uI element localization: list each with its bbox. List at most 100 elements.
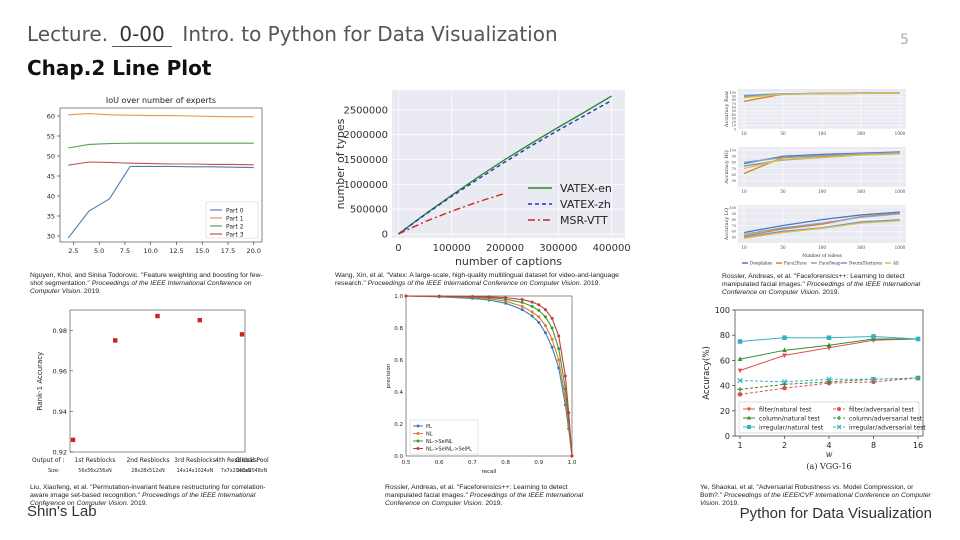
ff-xlabel: Number of videos [802,254,842,259]
vgg-point [915,336,921,342]
pr-point [520,308,524,312]
iou-ytick-label: 50 [47,153,55,161]
vatex-series-1 [397,99,613,235]
pr-point [504,296,508,300]
figure-vgg16: 0 20 40 60 80 100 1 2 4 8 16 w (a) VGG-16 Accuracy(%)… [695,302,935,474]
vatex-ytick-label: 2500000 [343,105,388,116]
rank-point [239,332,245,337]
pr-point [520,300,524,304]
ff_raw-series-4 [743,92,901,99]
caption-2-year: . 2019. [579,280,601,288]
figure-vatex: 0 500000 1000000 1500000 2000000 2500000 0 1000… [330,88,630,268]
iou-xtick-label: 17.5 [221,247,235,255]
pr-xtick-label: 0.7 [468,460,477,466]
ff_raw-ytick-label: 100 [730,91,736,95]
vgg-point [737,368,743,374]
pr-point [537,320,541,324]
caption-4-year: . 2019. [126,500,148,508]
caption-3: Rossler, Andreas, et al. "Faceforensics+… [722,273,922,298]
pr-legend-label: NL->SelNL->SelPL [426,446,472,452]
ff_hq-ylabel: Accuracy HQ [724,150,730,184]
pr-point [550,345,554,349]
ff_raw-ytick-label: 20 [732,120,736,124]
vgg-legend-label: irregular/adversarial test [849,424,926,431]
rank-size-label: Size: [48,468,60,474]
pr-ytick-label: 0.0 [394,454,403,460]
pr-xlabel: recall [482,469,497,475]
vgg-point [871,334,876,339]
caption-1-text: Nguyen, Khoi, and Sinisa Todorovic. "Fea… [30,272,263,288]
ff_raw-ytick-label: 30 [732,116,736,120]
iou-legend-label: Part 2 [226,223,244,230]
iou-legend-label: Part 1 [226,215,244,222]
lecture-number: 0-00 [112,22,173,47]
iou-ytick-label: 40 [47,193,55,201]
vatex-legend-label: VATEX-zh [560,198,611,211]
vgg-ytick-label: 40 [720,382,730,391]
caption-1-venue: Proceedings of the IEEE International Co… [30,280,252,296]
vgg-ytick-label: 0 [725,432,730,441]
vatex-xtick-label: 0 [395,243,401,254]
vgg-xlabel: w [826,450,833,459]
pr-point [537,308,541,312]
rank-category-label: 3rd Resblocks [174,457,216,464]
pr-xtick-label: 0.6 [435,460,444,466]
precision-recall-chart: 0.5 0.6 0.7 0.8 0.9 1.0 0.0 0.2 0.4 0.6 0.8 1.0 reca… [386,294,577,475]
pr-point [437,294,441,298]
vgg-legend-box [738,401,920,434]
rank1-chart: 0.92 0.94 0.96 0.98 Rank-1 Accuracy Output of… [32,309,269,474]
pr-point [563,374,567,378]
vgg-xtick-label: 4 [826,441,831,450]
iou-xtick-label: 7.5 [120,247,130,255]
caption-2: Wang, Xin, et al. "Vatex: A large-scale,… [335,272,625,288]
caption-2-venue: Proceedings of the IEEE International Co… [367,280,580,288]
figure-rank1: 0.92 0.94 0.96 0.98 Rank-1 Accuracy Output of… [30,306,280,478]
pr-point [567,411,571,415]
ff_lq-xtick-label: 1000 [895,245,906,250]
ff_lq-xtick-label: 10 [741,245,747,250]
ff_lq-ytick-label: 80 [732,218,736,222]
ff-legend-label: All [892,261,899,266]
caption-6: Ye, Shaokai, et al. "Adversarial Robustn… [700,484,935,509]
pr-point [550,337,554,341]
iou-chart: IoU over number of experts 30 35 40 45 50 55 60… [47,96,263,255]
ff_hq-xtick-label: 10 [741,189,747,194]
pr-point [530,310,534,314]
ff_raw-ytick-label: 50 [732,109,736,113]
pr-point [543,315,547,319]
vgg-point [737,377,743,384]
pr-point [537,315,541,319]
vgg-point [826,346,832,351]
pr-point [520,298,524,302]
iou-xtick-label: 2.5 [68,247,78,255]
vgg-point [782,347,787,353]
pr-point [543,308,547,312]
ff_raw-ytick-label: 0 [734,127,736,131]
vgg-ylabel: Accuracy(%) [702,346,712,400]
ff_hq-xtick-label: 50 [780,189,786,194]
vgg-point [782,335,787,341]
lecture-header: Lecture. 0-00 Intro. to Python for Data V… [27,22,558,47]
vgg-ytick-label: 80 [720,331,730,340]
vatex-ylabel: number of types [334,118,347,209]
rank-point [70,437,76,443]
vgg-legend-marker [836,424,842,430]
pr-point [543,324,547,328]
rank-ytick-label: 0.98 [53,327,67,335]
ff_lq-series-0 [743,211,901,234]
pr-legend-marker [416,424,420,428]
caption-5-venue: Proceedings of the IEEE International Co… [385,492,584,508]
ff_raw-xtick-label: 50 [780,131,786,136]
vgg-ytick-label: 20 [720,407,730,416]
ff_lq-ylabel: Accuracy LQ [724,208,730,241]
figure-precision-recall: 0.5 0.6 0.7 0.8 0.9 1.0 0.0 0.2 0.4 0.6 0.8 1.0 reca… [370,290,580,478]
iou-ytick-label: 30 [47,233,55,241]
pr-point [504,301,508,305]
iou-series-1 [68,113,254,118]
ff_raw-ytick-label: 40 [732,113,736,117]
figure-iou: IoU over number of experts 30 35 40 45 50 55 60… [30,92,270,262]
vatex-legend-label: MSR-VTT [560,214,608,227]
vgg-point [737,339,743,344]
rank-category-label: 2nd Resblocks [126,457,169,464]
vgg-legend-label: filter/adversarial test [849,406,914,413]
